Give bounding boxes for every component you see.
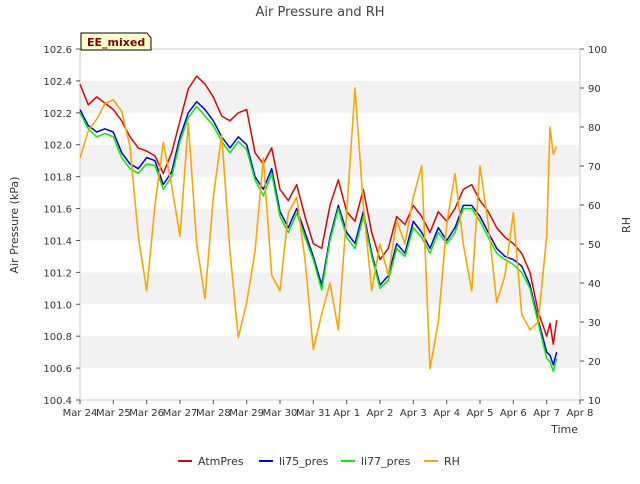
grid-band [80,80,580,113]
y-left-tick-label: 100.6 [43,364,72,375]
chart-title: Air Pressure and RH [255,5,384,20]
y-right-tick-label: 90 [588,84,601,95]
x-tick-label: Apr 4 [433,408,460,419]
site-badge-label: EE_mixed [87,36,145,49]
y-right-tick-label: 60 [588,201,601,212]
y-right-tick-label: 20 [588,357,601,368]
y-left-tick-label: 101.4 [43,236,72,247]
x-axis-label: Time [550,423,578,436]
x-tick-label: Mar 31 [296,408,331,419]
x-tick-label: Mar 25 [96,408,131,419]
grid-band [80,368,580,400]
x-tick-label: Mar 30 [263,408,298,419]
y-axis-right-label: RH [620,217,633,233]
x-tick-label: Apr 1 [333,408,360,419]
y-right-tick-label: 80 [588,123,601,134]
y-left-tick-label: 100.4 [43,396,72,407]
series-line-atmpres [79,75,558,345]
x-tick-label: Mar 26 [129,408,164,419]
x-tick-label: Apr 7 [533,408,560,419]
series-lines [79,75,558,373]
legend-label-li75_pres: li75_pres [279,455,329,468]
x-tick-label: Mar 29 [229,408,264,419]
x-tick-label: Apr 3 [400,408,427,419]
grid-band [80,336,580,369]
site-badge-box [80,32,152,51]
legend-label-rh: RH [444,455,460,468]
y-left-tick-label: 102.6 [43,45,72,56]
grid-band [80,304,580,337]
y-axis-left-label: Air Pressure (kPa) [8,177,21,274]
y-left-tick-label: 102.0 [43,141,72,152]
plot-area-frame [79,48,581,401]
x-tick-label: Mar 24 [63,408,98,419]
site-badge: EE_mixed [80,32,152,51]
x-tick-label: Apr 6 [500,408,527,419]
y-left-tick-label: 102.4 [43,77,72,88]
grid-band [80,49,580,81]
y-left-tick-label: 101.8 [43,173,72,184]
y-right-tick-label: 70 [588,162,601,173]
x-tick-label: Mar 28 [196,408,231,419]
legend-label-li77_pres: li77_pres [361,455,411,468]
y-axis-right: 10 20 30 40 50 60 70 80 90 100 [580,45,607,407]
legend-label-atmpres: AtmPres [198,455,244,468]
y-right-tick-label: 30 [588,318,601,329]
grid-band [80,144,580,177]
y-left-tick-label: 100.8 [43,332,72,343]
y-left-tick-label: 101.0 [43,300,72,311]
y-right-tick-label: 10 [588,396,601,407]
y-left-tick-label: 101.2 [43,268,72,279]
y-left-tick-label: 102.2 [43,109,72,120]
y-right-tick-label: 40 [588,279,601,290]
x-tick-label: Apr 5 [467,408,494,419]
x-tick-label: Mar 27 [163,408,198,419]
grid-band [80,240,580,273]
grid-band [80,112,580,145]
grid-bands [80,49,580,400]
y-right-tick-label: 50 [588,240,601,251]
y-axis-left: 100.4 100.6 100.8 101.0 101.2 101.4 101.6 101.8… [43,45,80,407]
series-line-rh [79,87,558,370]
y-right-tick-label: 100 [588,45,607,56]
x-tick-label: Apr 2 [367,408,394,419]
legend: AtmPres li75_pres li77_pres RH [178,455,460,468]
x-tick-label: Apr 8 [567,408,594,419]
y-left-tick-label: 101.6 [43,205,72,216]
